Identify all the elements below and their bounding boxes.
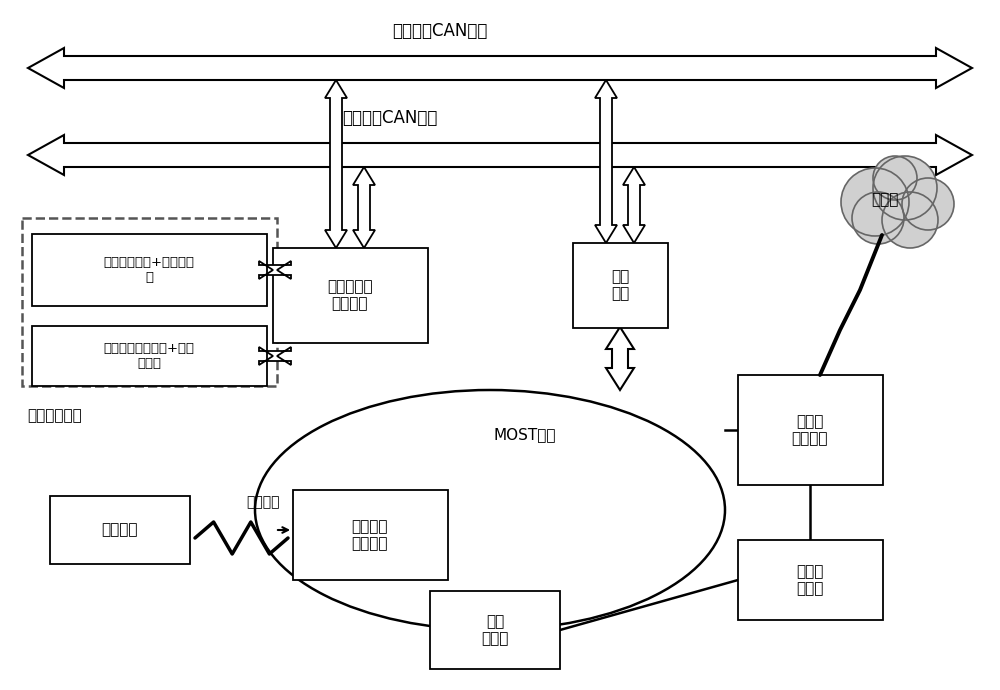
Polygon shape [623, 167, 645, 243]
Text: 后向盲点监测雷达+第二
热像仪: 后向盲点监测雷达+第二 热像仪 [104, 342, 194, 370]
Polygon shape [325, 80, 347, 248]
Polygon shape [259, 347, 291, 365]
Bar [32, 234, 266, 306]
Text: 车载
网关: 车载 网关 [611, 269, 629, 302]
Bar [22, 218, 277, 386]
Text: 车载
显示屏: 车载 显示屏 [481, 614, 509, 647]
Bar [32, 326, 266, 386]
Text: 信息处理与
控制单元: 信息处理与 控制单元 [327, 279, 373, 311]
Bar [272, 248, 428, 342]
Bar [292, 490, 448, 580]
Text: 云平台: 云平台 [871, 193, 899, 208]
Circle shape [882, 192, 938, 248]
Bar [572, 242, 668, 328]
Bar [738, 375, 883, 485]
Polygon shape [28, 135, 972, 175]
Polygon shape [606, 327, 634, 390]
Bar [430, 591, 560, 669]
Text: 汽车高速CAN总线: 汽车高速CAN总线 [392, 22, 488, 40]
Text: 移动终端: 移动终端 [102, 522, 138, 538]
Text: 前向防撞雷达+第一热像
仪: 前向防撞雷达+第一热像 仪 [104, 256, 194, 284]
Text: 汽车低速CAN总线: 汽车低速CAN总线 [342, 109, 438, 127]
Text: 电子通信
控制单元: 电子通信 控制单元 [352, 519, 388, 551]
Circle shape [873, 156, 917, 200]
Text: 蓝牙技术: 蓝牙技术 [246, 495, 280, 509]
Polygon shape [353, 167, 375, 248]
Bar [738, 540, 883, 620]
Circle shape [852, 192, 904, 244]
Circle shape [873, 156, 937, 220]
Polygon shape [259, 261, 291, 279]
Text: MOST总线: MOST总线 [494, 428, 556, 442]
Circle shape [902, 178, 954, 230]
Ellipse shape [255, 390, 725, 630]
Text: 车联网
网关模块: 车联网 网关模块 [792, 414, 828, 446]
Circle shape [841, 168, 909, 236]
Polygon shape [595, 80, 617, 243]
Text: 语音控
制系统: 语音控 制系统 [796, 564, 824, 596]
Polygon shape [28, 48, 972, 88]
Bar [50, 496, 190, 564]
Text: 信息采集单元: 信息采集单元 [27, 408, 82, 423]
